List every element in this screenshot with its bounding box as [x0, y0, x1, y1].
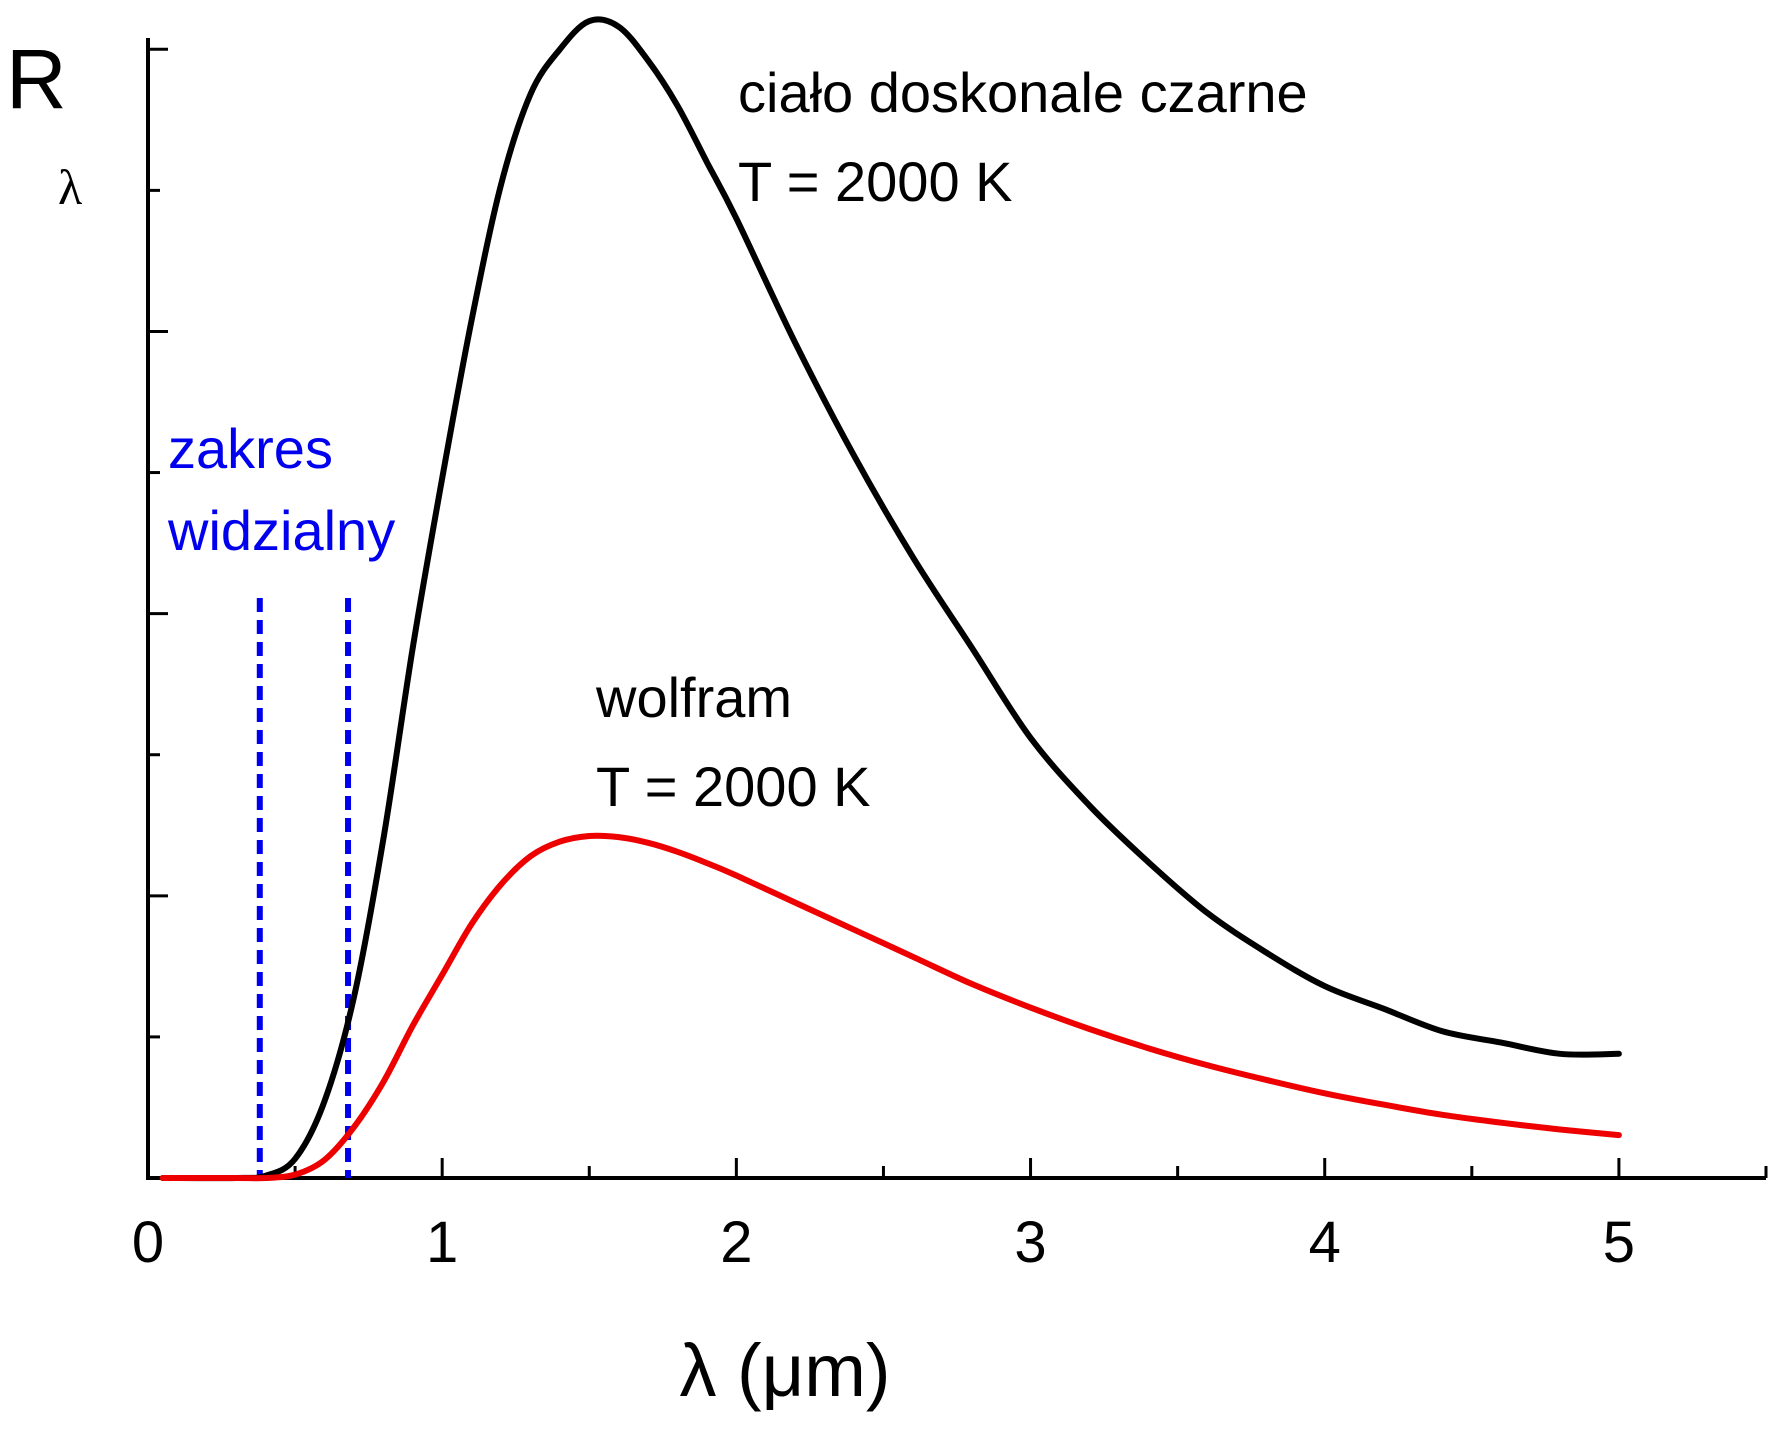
x-tick-label: 3: [1014, 1210, 1046, 1275]
tungsten-label: wolfram: [595, 666, 792, 729]
series-lines: [159, 16, 1622, 1182]
x-tick-label: 5: [1603, 1210, 1635, 1275]
x-tick-label: 0: [132, 1210, 164, 1275]
x-tick-label: 1: [426, 1210, 458, 1275]
tungsten-temperature-label: T = 2000 K: [596, 755, 871, 818]
series-line: [159, 16, 1622, 1182]
x-tick-label: 4: [1309, 1210, 1341, 1275]
x-axis-title: λ (μm): [679, 1329, 890, 1412]
blackbody-label: ciało doskonale czarne: [738, 61, 1308, 124]
axes: [146, 38, 1766, 1180]
series-line: [159, 832, 1622, 1182]
y-axis-label-subscript: λ: [58, 159, 82, 215]
visible-range-label-line2: widzialny: [167, 499, 395, 562]
visible-range-label-line1: zakres: [168, 417, 333, 480]
x-axis-tick-labels: 0 1 2 3 4 5: [132, 1210, 1635, 1275]
blackbody-temperature-label: T = 2000 K: [738, 150, 1013, 213]
x-tick-label: 2: [720, 1210, 752, 1275]
visible-range-lines: [256, 598, 352, 1178]
x-axis-ticks: [146, 1158, 1768, 1178]
y-axis-ticks: [148, 47, 168, 1039]
y-axis-label-main: R: [6, 32, 67, 126]
